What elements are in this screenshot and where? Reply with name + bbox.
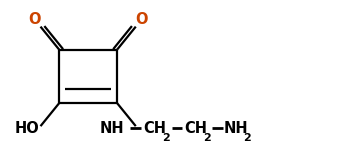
Text: 2: 2 — [203, 133, 210, 143]
Text: CH: CH — [143, 121, 166, 136]
Text: NH: NH — [100, 121, 124, 136]
Text: O: O — [135, 12, 148, 27]
Text: HO: HO — [14, 121, 39, 136]
Text: NH: NH — [224, 121, 248, 136]
Text: CH: CH — [184, 121, 207, 136]
Text: O: O — [28, 12, 40, 27]
Text: 2: 2 — [244, 133, 251, 143]
Text: 2: 2 — [162, 133, 169, 143]
